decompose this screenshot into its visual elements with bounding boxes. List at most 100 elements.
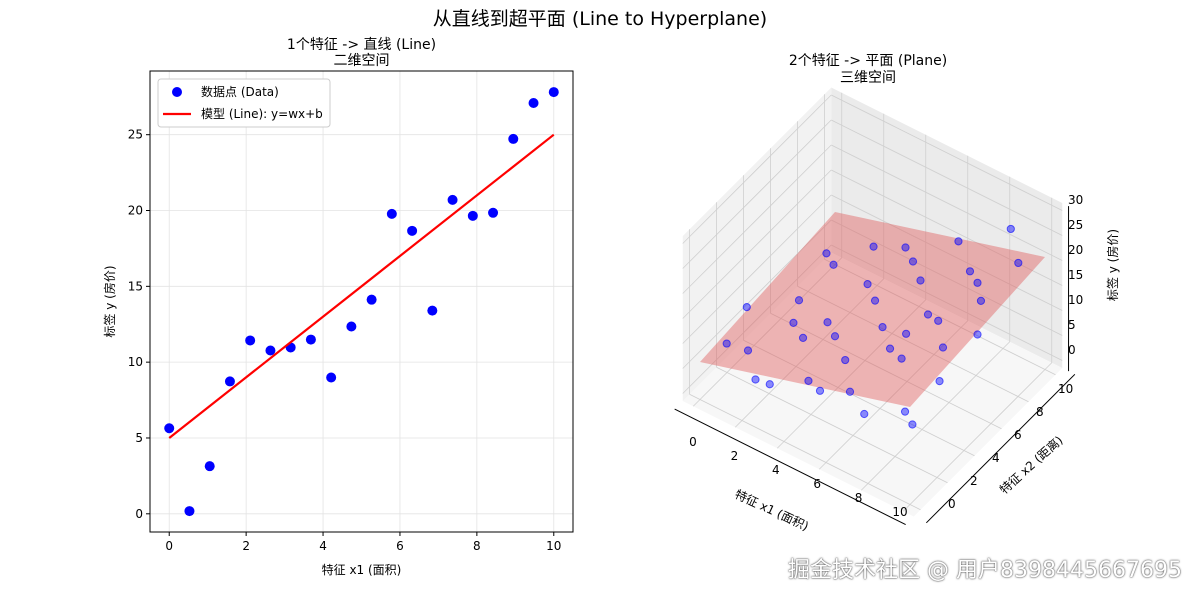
grid-line-x2 [797,285,1029,403]
y-tick-label: 20 [128,204,143,218]
x1-tick-label: 10 [892,505,907,519]
data-point [1006,224,1015,234]
x1-tick-label: 6 [813,477,821,491]
data-point [224,376,235,387]
data-point [923,310,933,319]
y-tick-label: 0 [135,507,143,521]
x2-tick-label: 0 [948,497,956,511]
z-tick-label: 0 [1068,343,1076,357]
data-point [869,242,878,251]
data-point [366,294,377,305]
data-point [305,334,316,345]
legend-label-line: 模型 (Line): y=wx+b [201,107,323,121]
grid-line-x1 [818,320,969,470]
data-point [934,316,943,325]
x-tick-label: 10 [546,539,561,553]
data-point [900,407,910,416]
data-point [751,375,760,384]
data-point [938,343,948,352]
data-point [326,372,337,383]
grid-line-z [682,219,832,369]
data-point [863,280,872,289]
chart-2d: 0 2 4 6 8 10 0 5 10 15 20 25 1个特征 -> 直线 (Line)二维空间特征… [102,36,574,577]
grid-line-z [682,194,832,344]
data-point [386,208,397,219]
x2-tick-label: 4 [992,451,1000,465]
grid-line-x2 [770,312,1002,430]
legend: 数据点 (Data) 模型 (Line): y=wx+b [157,78,331,128]
y-tick-label: 10 [128,355,143,369]
data-point [973,278,982,287]
grid-line-z [682,94,832,244]
data-point [742,303,751,312]
grid-line-x2 [716,366,948,484]
x-tick-label: 0 [165,539,173,553]
data-point [841,355,850,365]
chart-title: 2个特征 -> 平面 (Plane) [789,53,947,69]
grid-line-z [831,144,1063,261]
data-point [902,329,911,338]
data-point [204,461,215,472]
grid-line-x1 [734,278,885,428]
data-point [815,386,825,395]
x1-tick-label: 2 [731,449,739,463]
data-point [407,225,418,236]
x-tick-label: 2 [242,539,250,553]
y-tick-label: 25 [128,128,143,142]
chart-title: 1个特征 -> 直线 (Line) [287,36,436,53]
x2-tick-label: 8 [1036,405,1044,419]
chart-subtitle: 二维空间 [334,53,390,69]
x-axis-label: 特征 x1 (面积) [322,562,402,577]
plot-frame [149,70,574,533]
data-point [973,330,982,339]
grid-line-x1 [902,362,1053,512]
grid-line-z [682,119,832,269]
grid-line-x2 [743,339,975,457]
data-point [467,210,478,221]
data-point [164,423,175,434]
data-point [845,387,855,396]
data-point [901,243,910,252]
data-point [722,339,731,348]
z-axis-label: 标签 y (房价) [1105,229,1120,301]
x1-axis-label: 特征 x1 (面积) [733,486,812,533]
z-tick-label: 20 [1068,243,1083,257]
grid-line-z [831,169,1063,286]
chart-subtitle: 三维空间 [840,70,896,86]
grid-line-z [831,244,1063,361]
data-point [346,321,357,332]
data-point [265,345,276,356]
x-tick-label: 6 [396,539,404,553]
y-axis-label: 标签 y (房价) [102,265,117,337]
legend-box [157,78,331,128]
data-point [245,335,256,346]
data-point [1014,258,1023,268]
x1-tick-label: 8 [855,491,863,505]
data-point [829,260,838,269]
x1-tick-label: 0 [689,435,697,449]
grid-line-z [831,119,1063,236]
grid-line-z [682,244,832,394]
figure-title: 从直线到超平面 (Line to Hyperplane) [433,8,767,30]
data-point [427,305,438,316]
data-point [528,97,539,108]
grid-line-z [831,194,1063,311]
data-point [860,409,869,419]
grid-line-x1 [692,257,843,407]
x1-axis [674,408,906,526]
grid-line-z [831,219,1063,336]
data-point [908,257,918,266]
legend-label-data: 数据点 (Data) [201,84,279,99]
data-point [488,207,499,218]
data-point [804,376,813,385]
grid-line-x1 [860,341,1011,491]
data-point [954,237,963,246]
model-plane [700,212,1045,407]
data-point [870,296,880,305]
data-point [765,380,774,389]
data-point [794,296,804,305]
data-point [976,296,986,305]
data-point [916,276,925,285]
